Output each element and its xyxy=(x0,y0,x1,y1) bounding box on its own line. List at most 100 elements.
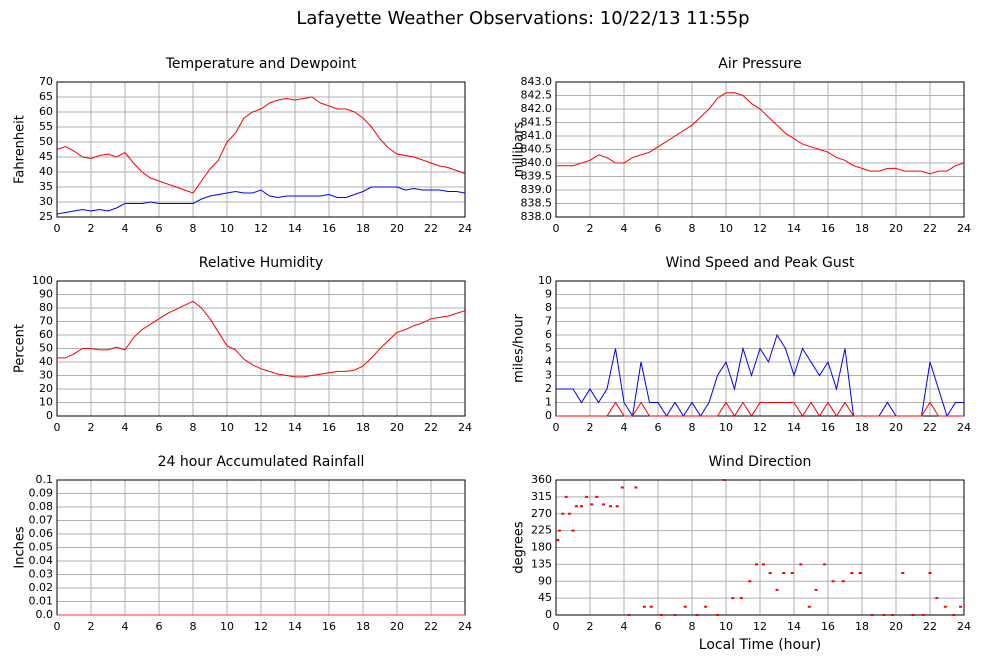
y-tick-label: 50 xyxy=(39,135,53,148)
y-tick-label: 3 xyxy=(545,369,552,382)
y-tick-label: 841.0 xyxy=(521,129,553,142)
x-tick-label: 18 xyxy=(356,222,370,235)
point xyxy=(959,605,963,608)
chart-title: Temperature and Dewpoint xyxy=(165,56,357,72)
y-axis-label: millibars xyxy=(512,122,527,178)
x-tick-label: 14 xyxy=(288,620,302,633)
y-tick-label: 843.0 xyxy=(521,75,553,88)
x-tick-label: 20 xyxy=(889,222,903,235)
point xyxy=(748,580,752,583)
chart-title: 24 hour Accumulated Rainfall xyxy=(158,454,365,470)
x-tick-label: 22 xyxy=(923,421,937,434)
x-tick-label: 8 xyxy=(190,222,197,235)
y-tick-label: 838.0 xyxy=(521,210,553,223)
x-tick-label: 4 xyxy=(621,222,628,235)
y-tick-label: 0 xyxy=(46,409,53,422)
x-tick-label: 20 xyxy=(889,421,903,434)
x-tick-label: 20 xyxy=(889,620,903,633)
x-tick-label: 6 xyxy=(655,620,662,633)
x-tick-label: 0 xyxy=(553,620,560,633)
y-tick-label: 360 xyxy=(531,473,552,486)
x-tick-label: 2 xyxy=(88,421,95,434)
x-tick-label: 4 xyxy=(122,222,129,235)
y-tick-label: 25 xyxy=(39,210,53,223)
x-tick-label: 2 xyxy=(88,222,95,235)
x-tick-label: 24 xyxy=(957,421,971,434)
y-tick-label: 55 xyxy=(39,120,53,133)
x-tick-label: 0 xyxy=(553,421,560,434)
point xyxy=(731,597,735,600)
x-tick-label: 18 xyxy=(855,620,869,633)
series-line xyxy=(556,401,964,417)
y-tick-label: 0 xyxy=(545,409,552,422)
point xyxy=(564,495,568,498)
x-tick-label: 20 xyxy=(390,421,404,434)
x-tick-label: 6 xyxy=(655,421,662,434)
chart-title: Air Pressure xyxy=(718,56,801,72)
x-tick-label: 8 xyxy=(689,222,696,235)
point xyxy=(557,529,561,532)
point xyxy=(823,563,827,566)
y-axis-label: Fahrenheit xyxy=(13,115,28,184)
y-tick-label: 30 xyxy=(39,195,53,208)
x-tick-label: 24 xyxy=(458,620,472,633)
x-tick-label: 24 xyxy=(458,421,472,434)
y-tick-label: 135 xyxy=(531,557,552,570)
page-title: Lafayette Weather Observations: 10/22/13… xyxy=(296,8,749,29)
x-tick-label: 14 xyxy=(787,222,801,235)
plot-frame xyxy=(56,280,466,417)
point xyxy=(850,572,854,574)
point xyxy=(590,503,594,506)
x-tick-label: 10 xyxy=(220,620,234,633)
point xyxy=(935,597,939,600)
x-tick-label: 20 xyxy=(390,620,404,633)
x-tick-label: 16 xyxy=(821,222,835,235)
point xyxy=(683,605,687,608)
x-tick-label: 10 xyxy=(719,421,733,434)
x-tick-label: 2 xyxy=(587,222,594,235)
point xyxy=(585,495,589,498)
y-tick-label: 4 xyxy=(545,355,552,368)
series-line xyxy=(57,300,466,378)
y-tick-label: 9 xyxy=(545,288,552,301)
point xyxy=(841,580,845,583)
y-tick-label: 839.5 xyxy=(521,170,553,183)
y-tick-label: 0 xyxy=(545,608,552,621)
y-tick-label: 2 xyxy=(545,382,552,395)
plot-frame xyxy=(555,280,965,417)
y-tick-label: 0.0 xyxy=(36,608,54,621)
y-tick-label: 841.5 xyxy=(521,116,553,129)
y-tick-label: 65 xyxy=(39,90,53,103)
point xyxy=(921,614,925,616)
x-tick-label: 8 xyxy=(689,421,696,434)
point xyxy=(870,614,874,616)
point xyxy=(571,529,575,532)
x-tick-label: 12 xyxy=(753,620,767,633)
y-axis-label: miles/hour xyxy=(512,313,527,382)
point xyxy=(602,503,606,506)
y-tick-label: 7 xyxy=(545,315,552,328)
point xyxy=(615,505,619,508)
x-tick-label: 10 xyxy=(719,620,733,633)
x-tick-label: 16 xyxy=(322,421,336,434)
x-tick-label: 14 xyxy=(787,421,801,434)
y-tick-label: 5 xyxy=(545,342,552,355)
x-tick-label: 10 xyxy=(719,222,733,235)
y-tick-label: 840.5 xyxy=(521,143,553,156)
y-tick-label: 0.01 xyxy=(29,595,54,608)
x-tick-label: 14 xyxy=(787,620,801,633)
y-tick-label: 40 xyxy=(39,165,53,178)
point xyxy=(911,614,915,616)
point xyxy=(673,614,677,616)
point xyxy=(891,614,895,616)
x-tick-label: 12 xyxy=(254,222,268,235)
x-tick-label: 8 xyxy=(689,620,696,633)
y-tick-label: 838.5 xyxy=(521,197,553,210)
y-tick-label: 0.08 xyxy=(29,500,54,513)
x-tick-label: 12 xyxy=(254,620,268,633)
series-line xyxy=(56,186,466,215)
plot-frame xyxy=(555,81,965,218)
y-tick-label: 60 xyxy=(39,105,53,118)
